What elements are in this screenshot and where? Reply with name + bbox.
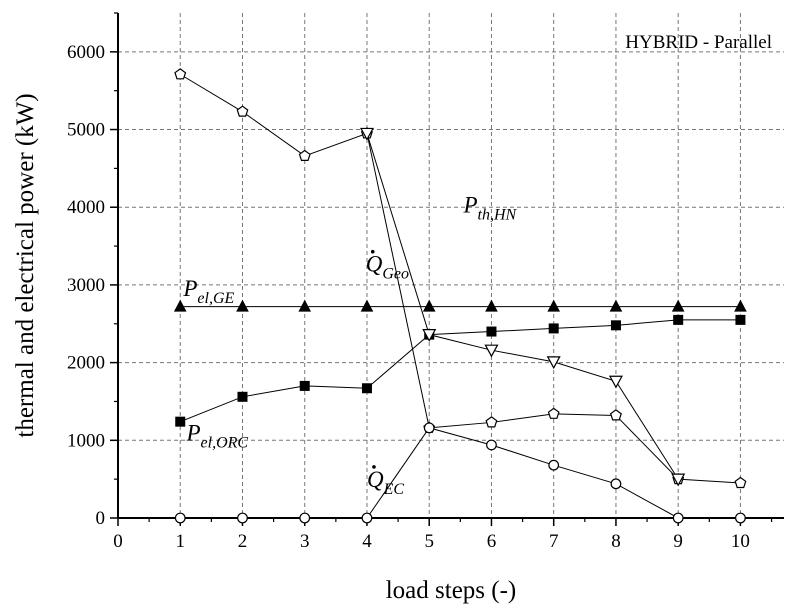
data-point-marker	[610, 478, 622, 490]
x-tick-label: 6	[487, 531, 497, 552]
series-label-main: Q	[366, 252, 383, 277]
x-tick-label: 4	[362, 531, 372, 552]
data-point-marker	[671, 473, 686, 487]
y-tick-label: 3000	[67, 275, 105, 296]
data-point-marker	[734, 476, 747, 489]
dot-accent	[372, 465, 376, 469]
series-q-geo	[359, 127, 686, 487]
x-tick-label: 8	[611, 531, 621, 552]
data-point-marker	[175, 416, 186, 427]
data-point-marker	[734, 299, 747, 312]
data-point-marker	[610, 320, 621, 331]
series-label: QGeo	[366, 252, 409, 283]
y-tick-label: 1000	[67, 430, 105, 451]
series-p-el-orc	[175, 314, 746, 427]
data-point-marker	[486, 439, 497, 451]
data-point-marker	[422, 329, 437, 342]
data-point-marker	[485, 416, 498, 428]
data-point-marker	[673, 314, 684, 325]
x-tick-label: 5	[424, 531, 434, 552]
data-point-marker	[546, 356, 561, 370]
x-tick-label: 7	[549, 531, 559, 552]
y-tick-label: 4000	[67, 197, 105, 218]
data-point-marker	[485, 299, 498, 312]
data-point-marker	[359, 127, 374, 141]
data-point-marker	[735, 314, 746, 325]
series-line	[366, 133, 679, 480]
series-label-subscript: el,ORC	[201, 434, 249, 451]
series-p-th-hn	[174, 68, 747, 489]
data-point-marker	[608, 375, 623, 389]
data-point-marker	[547, 407, 560, 419]
series-label: Pel,GE	[182, 276, 234, 307]
data-point-marker	[237, 512, 248, 524]
data-point-marker	[609, 409, 622, 421]
x-tick-label: 3	[300, 531, 310, 552]
series-label: Pel,ORC	[185, 420, 248, 451]
data-point-marker	[299, 380, 310, 391]
data-point-marker	[423, 422, 435, 434]
data-point-marker	[672, 512, 684, 524]
data-point-marker	[484, 344, 499, 358]
data-point-marker	[236, 299, 249, 312]
data-point-marker	[671, 299, 685, 312]
dot-accent	[370, 249, 375, 254]
y-tick-label: 5000	[67, 120, 105, 141]
series-line	[179, 73, 741, 484]
y-tick-label: 6000	[67, 42, 105, 63]
data-point-marker	[298, 149, 311, 161]
x-tick-label: 10	[731, 531, 750, 552]
series-q-ec	[174, 422, 746, 524]
data-point-marker	[548, 323, 559, 334]
x-tick-label: 0	[113, 531, 123, 552]
x-tick-label: 1	[175, 531, 185, 552]
series-p-el-ge	[173, 299, 747, 312]
y-axis-title: thermal and electrical power (kW)	[12, 93, 39, 437]
data-point-marker	[735, 512, 746, 524]
data-point-marker	[298, 299, 312, 312]
series-label: QEC	[367, 467, 404, 498]
data-point-marker	[547, 299, 561, 312]
series-label-main: P	[462, 193, 477, 218]
data-point-marker	[361, 383, 372, 394]
y-tick-label: 2000	[67, 353, 105, 374]
series-label-subscript: th,HN	[478, 207, 518, 224]
data-point-marker	[174, 68, 187, 80]
data-point-marker	[299, 512, 311, 524]
data-point-marker	[174, 512, 186, 524]
data-point-marker	[173, 299, 187, 312]
labels: HYBRID - ParallelPth,HNPel,GEPel,ORCQGeo…	[182, 32, 772, 498]
series-line	[180, 427, 741, 519]
series-label-subscript: el,GE	[197, 290, 234, 307]
x-tick-label: 2	[238, 531, 248, 552]
series-label-main: P	[185, 420, 200, 445]
x-axis-title: load steps (-)	[386, 577, 517, 604]
data-point-marker	[237, 391, 248, 402]
data-point-marker	[422, 299, 436, 312]
data-point-marker	[486, 326, 497, 337]
series-label-subscript: EC	[383, 481, 405, 498]
series-label-main: Q	[367, 467, 384, 492]
data-point-marker	[609, 299, 623, 312]
data-point-marker	[548, 459, 560, 471]
series-label: Pth,HN	[462, 193, 517, 224]
series	[173, 68, 747, 524]
data-point-marker	[360, 299, 374, 312]
y-tick-label: 0	[96, 508, 106, 529]
series-line	[180, 319, 741, 423]
data-point-marker	[236, 105, 249, 117]
series-label-subscript: Geo	[382, 266, 409, 283]
axes: 0 1 2 3 4 5 6 7 8 9 10 0 1000 2000 3000 4000 5000 6000 loa…	[12, 12, 784, 604]
series-label-main: P	[182, 276, 197, 301]
data-point-marker	[361, 512, 373, 524]
x-tick-label: 9	[673, 531, 683, 552]
grid	[118, 13, 784, 518]
inset-title: HYBRID - Parallel	[625, 32, 772, 53]
